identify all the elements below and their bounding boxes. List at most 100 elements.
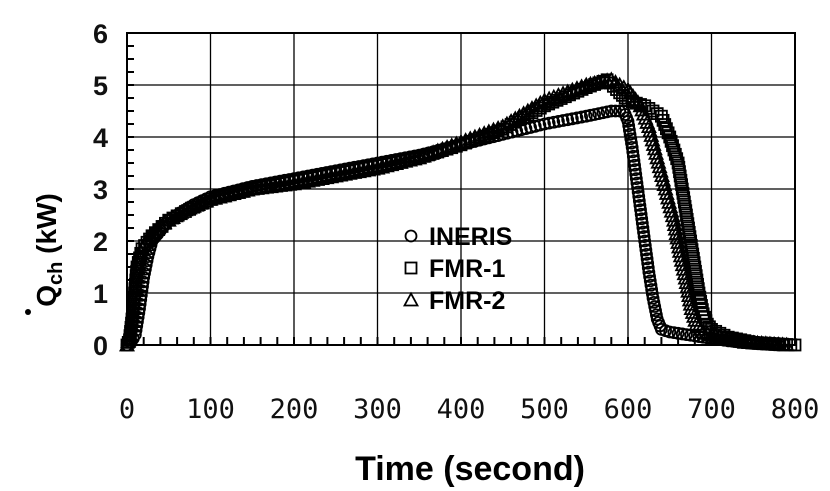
data-point (626, 149, 640, 163)
data-point (624, 132, 638, 146)
x-tick-labels: 0 100 200 300 400 500 600 700 800 (119, 394, 820, 425)
data-point (234, 182, 251, 198)
y-tick-label: 1 (93, 279, 108, 309)
data-point (123, 317, 140, 333)
data-point (634, 203, 647, 217)
data-point (388, 155, 405, 170)
data-point (623, 127, 637, 141)
data-point (211, 188, 228, 204)
data-point (625, 140, 639, 154)
data-point (663, 130, 677, 144)
data-point (130, 256, 147, 271)
data-point (645, 283, 659, 296)
data-point (130, 260, 147, 276)
data-point (131, 247, 148, 263)
data-point (655, 109, 668, 123)
data-point (123, 313, 141, 329)
data-point (604, 104, 618, 118)
y-tick-labels: 0 1 2 3 4 5 6 (93, 19, 108, 361)
y-tick-label: 4 (93, 123, 108, 153)
legend-marker-circle (404, 229, 418, 243)
data-point (707, 327, 724, 343)
data-point (374, 158, 391, 174)
data-point (127, 282, 144, 298)
data-point (556, 114, 570, 127)
data-point (643, 274, 657, 288)
data-point (641, 261, 655, 275)
y-tick-label: 2 (93, 227, 108, 257)
data-point (632, 190, 646, 203)
data-point (383, 156, 400, 172)
y-axis-title-main: Q (31, 285, 62, 307)
data-point (207, 189, 224, 205)
data-point (667, 143, 681, 157)
legend-marker-triangle (402, 291, 420, 307)
data-point (668, 147, 682, 161)
data-point (628, 158, 641, 172)
data-point (640, 247, 653, 261)
legend-label: FMR-1 (429, 255, 505, 283)
x-tick-label: 500 (520, 394, 569, 425)
data-point (699, 324, 716, 340)
data-point (625, 136, 638, 150)
data-point (565, 112, 579, 126)
x-tick-label: 200 (270, 394, 319, 425)
x-tick-label: 600 (604, 394, 653, 425)
data-point (641, 256, 655, 270)
data-point (538, 117, 551, 131)
data-point (125, 304, 142, 320)
data-point (378, 157, 395, 173)
data-point (632, 194, 646, 208)
x-tick-label: 300 (353, 394, 402, 425)
data-point (658, 118, 672, 131)
data-point (230, 184, 247, 199)
data-point (397, 152, 414, 168)
data-point (639, 243, 653, 257)
series-fmr-2 (118, 71, 795, 352)
data-point (661, 126, 675, 140)
y-axis-title-unit: (kW) (31, 193, 62, 261)
data-point (621, 115, 635, 128)
data-point (622, 119, 636, 133)
data-point (126, 295, 143, 311)
data-point (124, 308, 141, 324)
data-point (127, 286, 144, 302)
plot-frame (126, 32, 796, 346)
data-point (542, 116, 556, 130)
data-point (570, 111, 584, 125)
data-point (643, 270, 656, 283)
data-point (547, 115, 561, 129)
data-point (561, 113, 575, 127)
data-point (636, 221, 650, 235)
y-tick-label: 3 (93, 175, 108, 205)
data-point (670, 152, 684, 166)
data-point (628, 163, 642, 177)
data-point (703, 326, 720, 342)
x-tick-label: 800 (771, 394, 820, 425)
data-point (392, 154, 409, 169)
y-tick-label: 5 (93, 71, 108, 101)
data-point (660, 122, 673, 136)
data-point (638, 239, 652, 252)
data-point (369, 159, 386, 175)
series-layer (118, 71, 802, 352)
data-point (225, 185, 242, 201)
svg-text:Qch (kW): Qch (kW) (31, 193, 67, 307)
data-point (630, 176, 644, 190)
data-point (125, 300, 142, 316)
data-point (629, 172, 643, 186)
data-point (640, 252, 654, 266)
x-tick-label: 0 (119, 394, 135, 425)
x-tick-label: 700 (687, 394, 736, 425)
data-point (128, 277, 145, 293)
legend: INERIS FMR-1 FMR-2 (402, 223, 512, 315)
y-axis-title-dot (25, 309, 31, 315)
data-point (644, 278, 658, 292)
data-point (202, 191, 219, 206)
legend-marker-square (404, 261, 418, 275)
data-point (635, 212, 649, 226)
data-point (622, 123, 636, 137)
data-point (633, 198, 647, 212)
data-point (131, 251, 148, 267)
